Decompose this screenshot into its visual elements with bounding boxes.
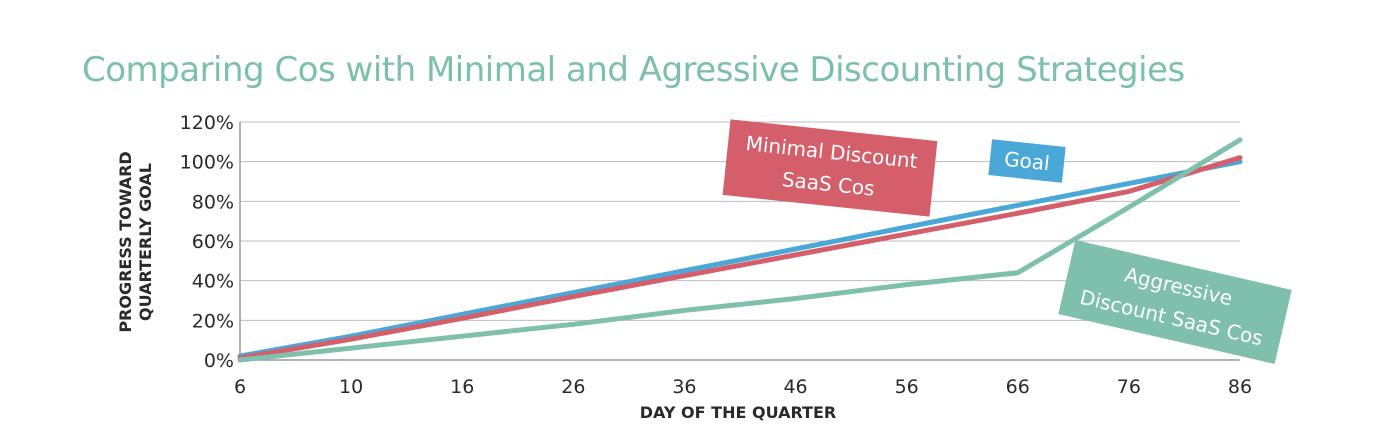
y-axis-title-line-2: QUARTERLY GOAL <box>136 163 155 321</box>
annotation-text: Goal <box>1003 147 1051 176</box>
y-tick-label: 100% <box>180 152 234 174</box>
annotation-label: Goal <box>988 139 1066 183</box>
y-axis-title-line-1: PROGRESS TOWARD <box>116 151 135 332</box>
y-axis-title: PROGRESS TOWARD QUARTERLY GOAL <box>116 151 155 332</box>
x-tick-label: 16 <box>450 376 474 398</box>
series-line <box>237 137 1243 363</box>
x-tick-label: 36 <box>672 376 696 398</box>
x-axis-title: DAY OF THE QUARTER <box>640 403 836 422</box>
annotation-box <box>722 119 938 217</box>
x-axis-ticks: 6 10 16 26 36 46 56 66 76 86 <box>234 376 1252 398</box>
y-axis-ticks: 0% 20% 40% 60% 80% 100% 120% <box>180 112 234 372</box>
y-tick-label: 60% <box>192 231 234 253</box>
x-tick-label: 46 <box>783 376 807 398</box>
chart-title: Comparing Cos with Minimal and Agressive… <box>82 50 1185 90</box>
annotation-box <box>1058 240 1292 364</box>
y-tick-label: 40% <box>192 271 234 293</box>
y-tick-label: 120% <box>180 112 234 134</box>
series-line <box>237 155 1243 361</box>
x-tick-label: 26 <box>561 376 585 398</box>
y-tick-label: 20% <box>192 310 234 332</box>
y-tick-label: 80% <box>192 191 234 213</box>
series-line <box>237 159 1243 359</box>
y-tick-label: 0% <box>204 350 234 372</box>
x-tick-label: 6 <box>234 376 246 398</box>
annotation-box <box>988 139 1066 183</box>
x-tick-label: 76 <box>1117 376 1141 398</box>
x-tick-label: 66 <box>1006 376 1030 398</box>
x-tick-label: 56 <box>895 376 919 398</box>
series-lines <box>237 137 1243 363</box>
x-tick-label: 86 <box>1228 376 1252 398</box>
x-tick-label: 10 <box>339 376 363 398</box>
